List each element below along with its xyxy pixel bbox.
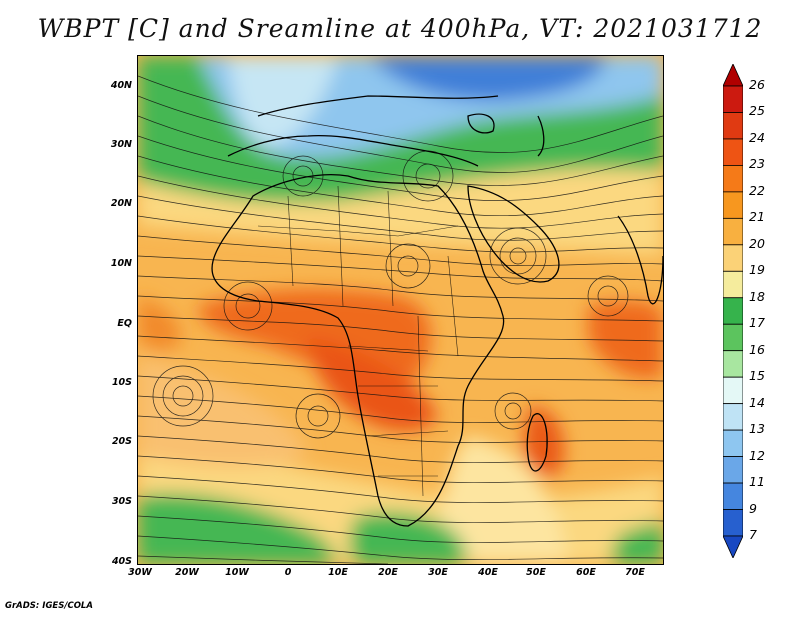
lat-label-40n: 40N (110, 80, 132, 91)
lat-label-10n: 10N (110, 258, 132, 269)
lon-label-10w: 10W (225, 567, 249, 578)
colorbar-swatch (723, 509, 743, 537)
colorbar-swatch (723, 112, 743, 140)
grads-credit: GrADS: IGES/COLA (5, 601, 93, 611)
lon-label-70e: 70E (625, 567, 645, 578)
colorbar-label: 15 (749, 368, 765, 384)
colorbar-label: 17 (749, 315, 765, 331)
colorbar-label: 12 (749, 447, 765, 463)
colorbar-label: 22 (749, 182, 765, 198)
colorbar-label: 11 (749, 474, 765, 490)
colorbar-label: 21 (749, 209, 765, 225)
colorbar-label: 14 (749, 394, 765, 410)
wbpt-field (138, 56, 663, 564)
lat-label-20s: 20S (111, 436, 132, 447)
colorbar-label: 16 (749, 341, 765, 357)
colorbar-bottom-arrow (723, 535, 743, 558)
colorbar-swatch (723, 165, 743, 193)
lon-label-0: 0 (284, 567, 292, 578)
colorbar-label: 24 (749, 129, 765, 145)
lon-label-10e: 10E (328, 567, 348, 578)
colorbar-swatch (723, 297, 743, 325)
colorbar-swatch (723, 138, 743, 166)
lat-label-30s: 30S (111, 496, 132, 507)
colorbar-swatch (723, 376, 743, 405)
colorbar-label: 7 (749, 527, 757, 542)
lat-label-eq: EQ (117, 318, 132, 329)
colorbar-swatch (723, 244, 743, 272)
streamlines (138, 75, 663, 564)
colorbar-swatch (723, 85, 743, 113)
lon-label-30e: 30E (428, 567, 448, 578)
temperature-shading (138, 56, 663, 564)
colorbar-swatch (723, 482, 743, 510)
colorbar-label: 20 (749, 235, 765, 251)
lon-label-30w: 30W (128, 567, 152, 578)
colorbar-swatch (723, 456, 743, 484)
colorbar-swatch (723, 403, 743, 431)
colorbar-label: 18 (749, 288, 765, 304)
country-borders (257, 185, 459, 497)
chart-title: WBPT [C] and Sreamline at 400hPa, VT: 20… (37, 14, 763, 43)
lat-label-10s: 10S (111, 377, 132, 388)
lon-label-40e: 40E (478, 567, 498, 578)
colorbar-swatch (723, 217, 743, 246)
colorbar (723, 64, 743, 558)
lat-label-20n: 20N (110, 198, 132, 209)
map-panel (137, 55, 664, 565)
colorbar-swatch (723, 270, 743, 299)
colorbar-swatch (723, 350, 743, 378)
colorbar-label: 13 (749, 421, 765, 437)
colorbar-label: 25 (749, 103, 765, 119)
colorbar-swatch (723, 191, 743, 219)
lat-label-30n: 30N (110, 139, 132, 150)
lon-label-20w: 20W (175, 567, 199, 578)
colorbar-top-arrow (723, 64, 743, 87)
colorbar-swatch (723, 323, 743, 352)
colorbar-swatch (723, 429, 743, 457)
lon-label-20e: 20E (378, 567, 398, 578)
colorbar-label: 26 (749, 77, 765, 92)
coastlines (211, 95, 663, 527)
colorbar-label: 9 (749, 500, 757, 516)
colorbar-label: 23 (749, 156, 765, 172)
lat-label-40s: 40S (111, 556, 132, 567)
lon-label-50e: 50E (526, 567, 546, 578)
lon-label-60e: 60E (576, 567, 596, 578)
colorbar-label: 19 (749, 262, 765, 278)
